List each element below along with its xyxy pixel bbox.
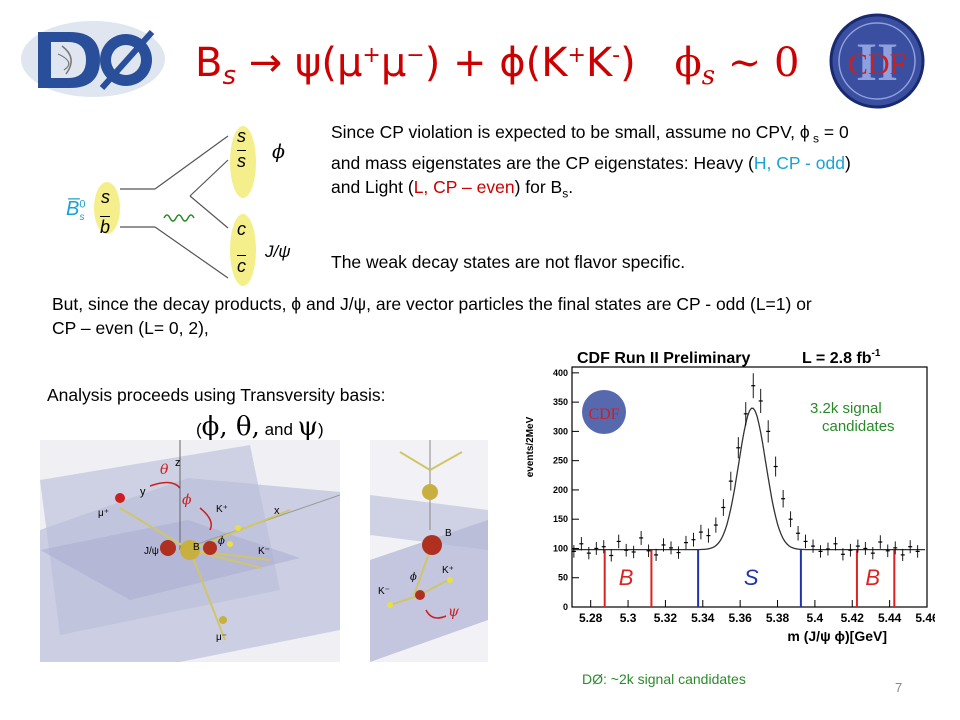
k-minus-label-side: K⁻ [378, 586, 390, 597]
y-tick-label: 0 [563, 602, 568, 612]
jpsi-particle-label: J/ψ [144, 546, 159, 557]
psi-angle-label: ψ [448, 604, 460, 620]
phi-angle-label: ϕ [182, 492, 192, 508]
phi-label: ϕ [272, 141, 285, 163]
phi-particle-label: ϕ [218, 536, 225, 547]
y-tick-label: 300 [553, 426, 568, 436]
svg-text:CDF: CDF [848, 48, 906, 81]
x-tick-label: 5.3 [620, 611, 637, 625]
jpsi-label: J/ψ [265, 242, 291, 261]
cdf-logo: II CDF [828, 12, 926, 110]
phi-particle-label-side: ϕ [410, 572, 417, 583]
svg-text:II: II [856, 32, 898, 92]
x-axis-label: x [274, 505, 280, 517]
slide-title: Bs → ψ(μ+μ−) + ϕ(K+K-) ϕs ∼ 0 [195, 40, 800, 91]
quark-s-top: s [237, 126, 246, 146]
signal-region-label: S [744, 565, 759, 590]
x-tick-label: 5.4 [807, 611, 824, 625]
chart-title: CDF Run II Preliminary [577, 350, 750, 367]
y-tick-label: 200 [553, 485, 568, 495]
y-tick-label: 250 [553, 456, 568, 466]
quark-c: c [237, 219, 246, 239]
x-axis-label: m (J/ψ ϕ)[GeV] [787, 628, 887, 644]
plot-frame [571, 366, 928, 608]
weak-decay-paragraph: The weak decay states are not flavor spe… [331, 252, 686, 272]
k-minus-label: K⁻ [258, 546, 270, 557]
transversity-figure-main: z y x θ ϕ μ⁺ K⁺ J/ψ B ϕ K⁻ μ⁻ [40, 440, 341, 662]
transversity-heading: Analysis proceeds using Transversity bas… [47, 385, 386, 405]
cdf-watermark-logo [582, 390, 626, 434]
y-tick-label: 150 [553, 514, 568, 524]
x-tick-label: 5.38 [766, 611, 790, 625]
fit-curve [572, 407, 926, 551]
quark-cbar: c [237, 256, 246, 276]
theta-label: θ [160, 462, 169, 478]
x-tick-label: 5.34 [691, 611, 715, 625]
y-tick-label: 100 [553, 543, 568, 553]
mu-plus-label: μ⁺ [98, 508, 109, 519]
cdf-watermark-text: CDF [588, 406, 619, 423]
x-tick-label: 5.36 [728, 611, 752, 625]
z-axis-label: z [175, 457, 181, 469]
b-particle-label-side: B [445, 528, 452, 539]
x-tick-label: 5.32 [654, 611, 678, 625]
x-tick-label: 5.28 [579, 611, 603, 625]
bs-meson-label: B̅0s [66, 198, 86, 223]
x-tick-label: 5.44 [878, 611, 902, 625]
x-tick-label: 5.46 [915, 611, 935, 625]
slide-number: 7 [895, 680, 903, 695]
signal-annotation-line2: candidates [822, 418, 895, 435]
y-axis-label: y [140, 486, 146, 498]
transversity-figure-side: B K⁺ ϕ K⁻ ψ [370, 440, 488, 662]
k-plus-label: K⁺ [216, 504, 228, 515]
luminosity-label: L = 2.8 fb-1 [802, 348, 881, 367]
quark-s: s [101, 187, 110, 207]
d0-logo [18, 18, 168, 100]
transversity-angles: (ϕ, θ, and ψ) [196, 412, 324, 442]
y-tick-label: 350 [553, 397, 568, 407]
y-tick-label: 50 [558, 573, 568, 583]
signal-annotation: 3.2k signal [810, 400, 882, 417]
y-tick-label: 400 [553, 368, 568, 378]
vector-particles-paragraph: But, since the decay products, ϕ and J/ψ… [52, 294, 812, 338]
b-particle-label: B [193, 542, 200, 553]
mass-spectrum-chart: 0 50 100 150 200 250 300 350 400 5.28 5.3 5.32 5.34 5… [517, 345, 939, 690]
x-tick-label: 5.42 [841, 611, 865, 625]
quark-sbar-top: s [237, 151, 246, 171]
d0-candidates-note: DØ: ~2k signal candidates [582, 671, 746, 687]
k-plus-label-side: K⁺ [442, 565, 454, 576]
sideband-left-label: B [619, 565, 634, 590]
y-axis-label: events/2MeV [525, 416, 536, 477]
cp-violation-paragraph: Since CP violation is expected to be sma… [331, 122, 851, 200]
feynman-diagram [60, 118, 320, 293]
quark-bbar: b [100, 217, 111, 237]
sideband-right-label: B [865, 565, 880, 590]
mu-minus-label: μ⁻ [216, 632, 227, 643]
